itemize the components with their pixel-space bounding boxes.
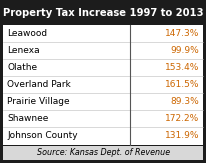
Bar: [4, 24, 202, 145]
Text: Source: Kansas Dept. of Revenue: Source: Kansas Dept. of Revenue: [37, 148, 169, 157]
Bar: [4, 146, 202, 160]
Text: Overland Park: Overland Park: [7, 80, 71, 89]
Text: 147.3%: 147.3%: [164, 29, 199, 37]
Text: Johnson County: Johnson County: [7, 131, 78, 141]
Text: 161.5%: 161.5%: [164, 80, 199, 89]
Text: 99.9%: 99.9%: [170, 46, 199, 55]
Text: Olathe: Olathe: [7, 63, 37, 72]
Text: Lenexa: Lenexa: [7, 46, 40, 55]
Text: Shawnee: Shawnee: [7, 114, 49, 123]
Text: Prairie Village: Prairie Village: [7, 97, 70, 106]
Text: 89.3%: 89.3%: [170, 97, 199, 106]
Bar: [4, 3, 202, 23]
Text: Leawood: Leawood: [7, 29, 47, 37]
Text: 153.4%: 153.4%: [164, 63, 199, 72]
Text: Property Tax Increase 1997 to 2013: Property Tax Increase 1997 to 2013: [3, 8, 203, 18]
Text: 172.2%: 172.2%: [164, 114, 199, 123]
Text: 131.9%: 131.9%: [164, 131, 199, 141]
